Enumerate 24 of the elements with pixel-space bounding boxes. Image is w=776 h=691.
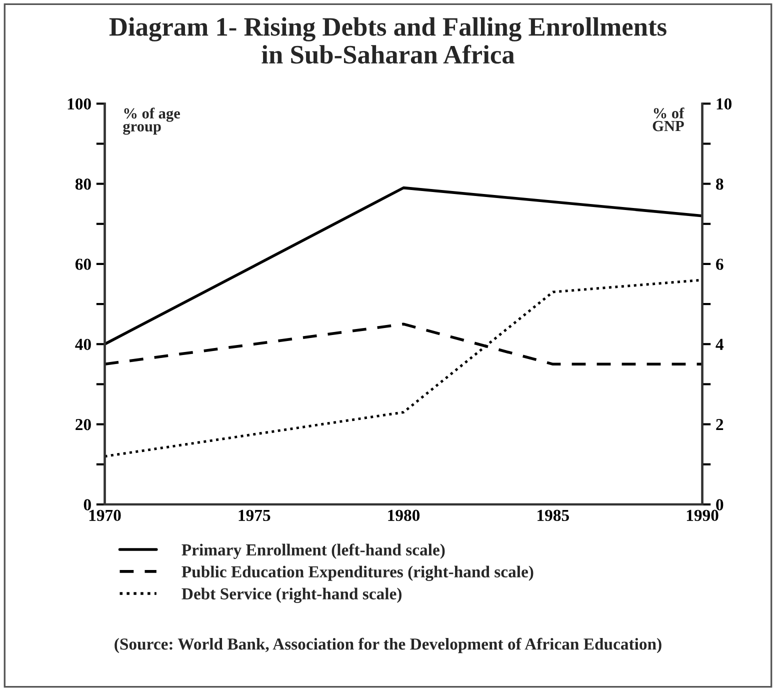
x-tick-label: 1970 <box>89 510 121 522</box>
legend-label: Debt Service (right-hand scale) <box>182 588 402 603</box>
x-tick-label: 1990 <box>686 510 718 522</box>
y-tick-label: 40 <box>75 338 91 350</box>
x-tick-label: 1980 <box>388 510 420 522</box>
y2-tick-label: 8 <box>716 178 724 190</box>
text: (Source: World Bank, Association for the Development of African Education) <box>114 638 662 654</box>
y2-tick-label: 0 <box>716 499 724 510</box>
legend-label: Public Education Expenditures (right-hand scale) <box>182 566 534 581</box>
y-tick-label: 20 <box>76 418 91 430</box>
chart-title: Diagram 1- Rising Debts and Falling Enrollments in Sub-Saharan Africa <box>109 17 666 64</box>
y2-axis-title: % of GNP <box>652 108 684 132</box>
x-tick-label: 1985 <box>538 510 569 522</box>
y2-tick-label: 6 <box>716 258 724 270</box>
y-tick-label: 0 <box>84 499 91 510</box>
y-tick-label: 60 <box>75 258 91 270</box>
y-tick-label: 80 <box>75 178 91 190</box>
y2-tick-label: 4 <box>716 338 724 350</box>
legend-label: Primary Enrollment (left-hand scale) <box>182 544 445 559</box>
y2-tick-label: 10 <box>716 98 732 110</box>
x-tick-label: 1975 <box>238 510 270 522</box>
y-axis-title: % of age group <box>123 108 180 135</box>
y2-tick-label: 2 <box>716 419 724 430</box>
y-tick-label: 100 <box>68 98 91 110</box>
